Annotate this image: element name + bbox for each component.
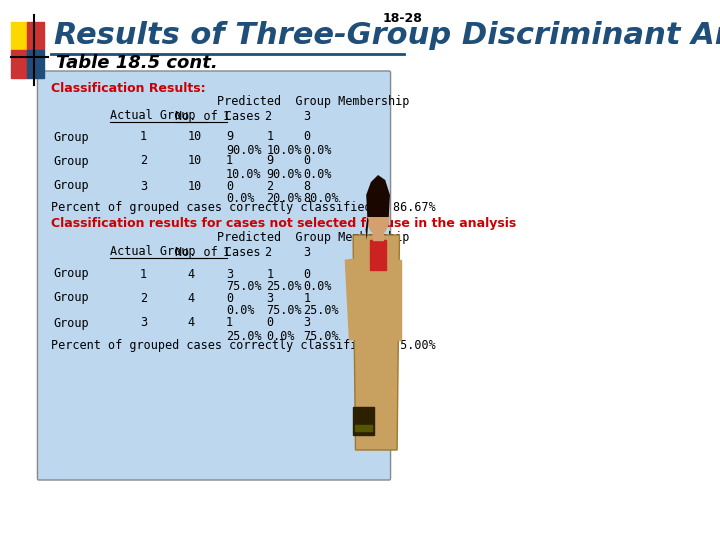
Text: 0.0%: 0.0% [266,329,294,342]
Bar [11,50,27,78]
Text: 3: 3 [140,316,147,329]
Bar [27,22,44,50]
Bar [373,228,383,240]
Text: 75.0%: 75.0% [226,280,261,294]
Text: 1: 1 [140,131,147,144]
Text: 3: 3 [303,246,310,259]
Text: 3: 3 [303,316,310,329]
Text: 75.0%: 75.0% [266,305,302,318]
Text: Group: Group [53,316,89,329]
Text: Classification Results:: Classification Results: [50,82,205,94]
Polygon shape [353,235,400,450]
Text: 4: 4 [187,267,194,280]
Text: Predicted  Group Membership: Predicted Group Membership [217,232,410,245]
Text: 0.0%: 0.0% [226,192,254,206]
Text: 1: 1 [223,110,230,123]
Text: 3: 3 [226,267,233,280]
Bar [392,260,400,340]
Text: 25.0%: 25.0% [266,280,302,294]
Bar [11,22,27,50]
Text: 1: 1 [266,131,274,144]
Text: 10: 10 [187,131,202,144]
Text: 25.0%: 25.0% [226,329,261,342]
Text: 0: 0 [303,131,310,144]
Text: 0.0%: 0.0% [303,144,332,157]
Text: 1: 1 [140,267,147,280]
Text: Percent of grouped cases correctly classified:  75.00%: Percent of grouped cases correctly class… [50,339,436,352]
Text: 20.0%: 20.0% [266,192,302,206]
Text: 90.0%: 90.0% [226,144,261,157]
Text: 10.0%: 10.0% [226,167,261,180]
Text: 0.0%: 0.0% [303,167,332,180]
Text: 75.0%: 75.0% [303,329,339,342]
Text: 10: 10 [187,179,202,192]
Text: 25.0%: 25.0% [303,305,339,318]
Text: 90.0%: 90.0% [266,167,302,180]
Text: 18-28: 18-28 [382,12,422,25]
Text: 4: 4 [187,292,194,305]
Text: Classification results for cases not selected for use in the analysis: Classification results for cases not sel… [50,217,516,230]
Text: 3: 3 [266,292,274,305]
Text: 0: 0 [226,292,233,305]
Text: 3: 3 [140,179,147,192]
Bar [355,425,372,431]
Text: 0.0%: 0.0% [226,305,254,318]
Bar [27,50,44,78]
Text: 8: 8 [303,179,310,192]
Text: Actual Group: Actual Group [110,246,195,259]
Text: 0: 0 [226,179,233,192]
Text: 1: 1 [223,246,230,259]
Text: 0: 0 [303,267,310,280]
Text: 2: 2 [140,154,147,167]
Bar [370,240,387,270]
Text: Group: Group [53,267,89,280]
Text: 0.0%: 0.0% [303,280,332,294]
Text: 2: 2 [140,292,147,305]
Text: Actual Group: Actual Group [110,110,195,123]
Text: Table 18.5 cont.: Table 18.5 cont. [56,54,218,72]
Text: 2: 2 [266,179,274,192]
Bar [346,259,358,340]
Text: 0: 0 [266,316,274,329]
Text: 2: 2 [264,246,271,259]
Text: 1: 1 [226,316,233,329]
FancyBboxPatch shape [37,71,390,480]
Text: 9: 9 [266,154,274,167]
Text: Predicted  Group Membership: Predicted Group Membership [217,96,410,109]
Text: Group: Group [53,292,89,305]
Text: Group: Group [53,131,89,144]
Text: 3: 3 [303,110,310,123]
Text: 80.0%: 80.0% [303,192,339,206]
Text: 1: 1 [303,292,310,305]
Text: No. of Cases: No. of Cases [176,110,261,123]
Text: Percent of grouped cases correctly classified:  86.67%: Percent of grouped cases correctly class… [50,201,436,214]
Circle shape [367,199,389,235]
Text: 0: 0 [303,154,310,167]
Polygon shape [366,217,369,240]
Text: Results of Three-Group Discriminant Analysis: Results of Three-Group Discriminant Anal… [53,21,720,50]
Text: 9: 9 [226,131,233,144]
Polygon shape [366,175,390,217]
Text: No. of Cases: No. of Cases [176,246,261,259]
Text: 1: 1 [226,154,233,167]
Text: 10: 10 [187,154,202,167]
Text: 4: 4 [187,316,194,329]
Text: Group: Group [53,154,89,167]
Text: Group: Group [53,179,89,192]
Text: 2: 2 [264,110,271,123]
Text: 10.0%: 10.0% [266,144,302,157]
Text: 1: 1 [266,267,274,280]
Bar [353,407,374,435]
